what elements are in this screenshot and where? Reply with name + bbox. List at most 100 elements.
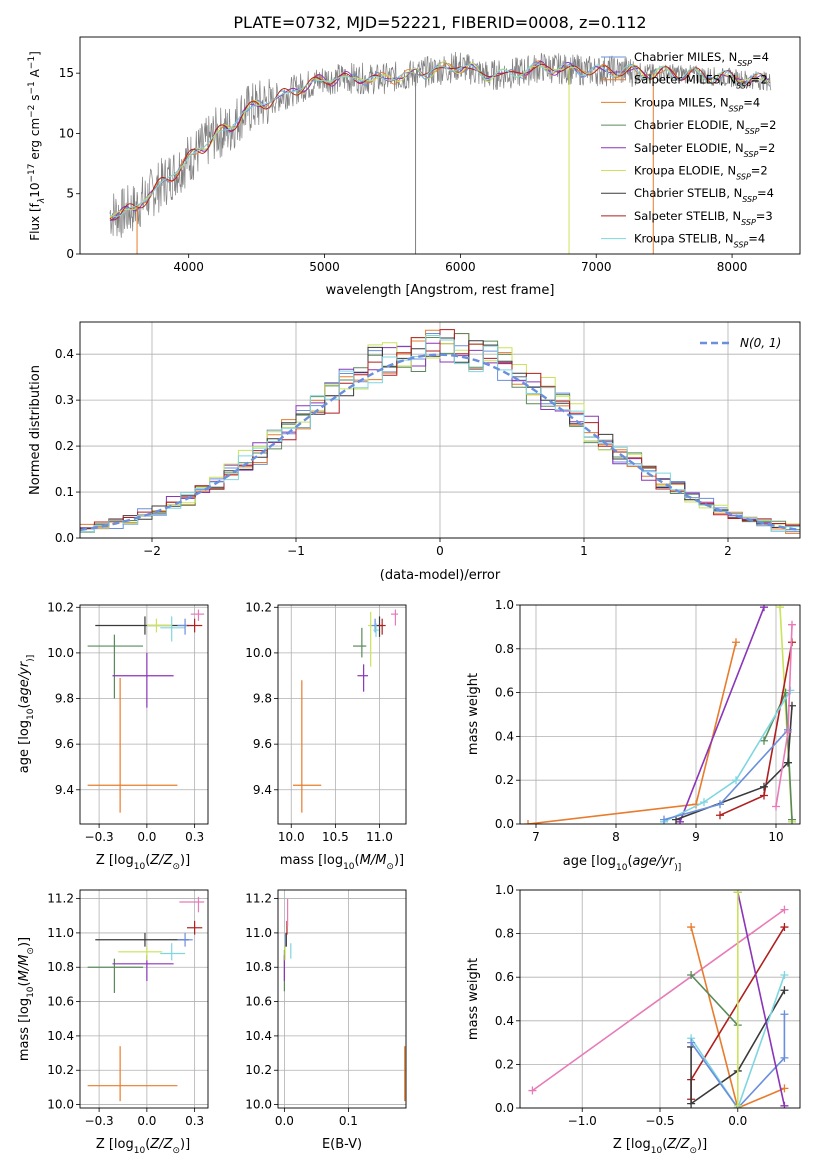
- weight_vs_age-frame: [519, 604, 801, 825]
- residuals-ylabel: Normed distribution: [28, 365, 43, 495]
- weight-vs-age-xlabel-part: )]: [674, 863, 681, 873]
- mass_vs_Z-ytick-label: 10.2: [47, 1063, 74, 1077]
- spectrum-xtick-label: 5000: [309, 260, 340, 274]
- age-vs-mass-xlabel-part: M/M: [360, 853, 387, 868]
- weight-vs-Z-xlabel: Z [log10(Z/Z⊙)]: [613, 1137, 707, 1156]
- legend-entry-label-text: Salpeter ELODIE, N: [634, 141, 744, 155]
- age_vs_Z-xtick-label: 0.0: [137, 830, 156, 844]
- mass-vs-Z-xlabel-part: )]: [180, 1137, 190, 1152]
- residuals-xtick-label: −1: [287, 544, 305, 558]
- spectrum-ylabel-part: s: [28, 95, 42, 105]
- legend-entry-label-tail: =4: [752, 50, 769, 64]
- weight_vs_Z-series-line: [531, 908, 785, 1092]
- weight-vs-age-xlabel-part: age/yr: [633, 854, 676, 869]
- weight_vs_Z-series-marker: [780, 905, 789, 914]
- weight_vs_age-plot-area: [524, 605, 796, 824]
- weight_vs_Z-frame: [519, 889, 801, 1109]
- gaussian-legend-symbol: N: [740, 336, 749, 350]
- spectrum-ylabel-part: 10: [28, 183, 42, 198]
- mass_vs_Z-ytick-label: 11.2: [47, 892, 74, 906]
- mass-vs-Z-ylabel-part: )]: [17, 937, 32, 947]
- weight_vs_Z-series-marker: [780, 1053, 789, 1062]
- legend-entry-label-sub: SSP: [742, 195, 757, 204]
- spectrum-model-line: [109, 63, 771, 221]
- mass-vs-Z-ylabel-part: (: [17, 981, 32, 986]
- weight_vs_age-series-line: [679, 606, 765, 823]
- mass_vs_Z-ytick-label: 10.4: [47, 1029, 74, 1043]
- weight-vs-age-xlabel-part: (: [627, 854, 632, 869]
- legend-entry-label-text: Kroupa ELODIE, N: [634, 164, 736, 178]
- spectrum-xtick-label: 6000: [445, 260, 476, 274]
- weight_vs_Z-series-line: [690, 926, 785, 1108]
- mass_vs_Z-ytick-label: 11.0: [47, 926, 74, 940]
- weight_vs_Z-xtick-label: −1.0: [568, 1114, 597, 1128]
- legend-entry-label-sub: SSP: [729, 104, 744, 113]
- residuals-xlabel: (data-model)/error: [380, 568, 501, 583]
- mass_vs_Z-xtick-label: −0.3: [85, 1114, 114, 1128]
- weight_vs_age-series-marker: [660, 815, 668, 824]
- legend-entry-label-sub: SSP: [741, 217, 756, 226]
- legend-entry-label-text: Kroupa MILES, N: [634, 95, 729, 109]
- legend-entry-label-sub: SSP: [736, 81, 751, 90]
- legend-entry-label-tail: =4: [757, 186, 774, 200]
- weight_vs_age-series-marker: [760, 736, 768, 745]
- age-vs-Z-ylabel-part: age [log: [17, 720, 32, 773]
- residuals-ytick-label: 0.3: [55, 393, 74, 407]
- weight_vs_Z-series-line: [690, 974, 739, 1026]
- weight-vs-Z-xlabel-part: 10: [651, 1146, 663, 1156]
- age-vs-mass-xlabel-part: mass [log: [280, 853, 343, 868]
- mass_vs_Z-ytick-label: 10.6: [47, 995, 74, 1009]
- spectrum-ylabel-part: −17: [27, 164, 37, 183]
- weight_vs_Z-series-marker: [780, 1084, 789, 1093]
- spectrum-data-line: [109, 51, 772, 238]
- legend-entry-label: Salpeter ELODIE, NSSP=2: [634, 141, 775, 159]
- legend-entry-label: Salpeter STELIB, NSSP=3: [634, 209, 773, 227]
- residuals-xtick-label: −2: [143, 544, 161, 558]
- age_vs_mass-frame: [277, 604, 407, 825]
- weight_vs_age-series-marker: [760, 782, 768, 791]
- spectrum-ytick-label: 0: [66, 247, 74, 261]
- weight_vs_Z-ytick-label: 0.2: [495, 1057, 514, 1071]
- age-vs-mass-xlabel-part: 10: [343, 862, 355, 872]
- spectrum-ylabel-part: −1: [27, 56, 37, 69]
- spectrum-ylabel-part: erg cm: [28, 118, 42, 164]
- mass-vs-Z-ylabel-part: ⊙: [26, 947, 36, 955]
- age_vs_Z-xtick-label: 0.3: [185, 830, 204, 844]
- weight_vs_age-xtick-label: 10: [768, 830, 783, 844]
- mass_vs_EBV-ytick-label: 10.4: [245, 1029, 272, 1043]
- spectrum-model-line: [109, 63, 771, 217]
- weight-vs-age-ylabel: mass weight: [466, 673, 481, 755]
- age_vs_Z-ytick-label: 9.4: [55, 783, 74, 797]
- spectrum-ylabel-part: −2: [27, 105, 37, 118]
- mass-vs-Z-xlabel-part: (: [145, 1137, 150, 1152]
- weight_vs_Z-series-marker: [733, 890, 742, 897]
- weight_vs_Z-series-marker: [687, 1038, 696, 1047]
- weight_vs_age-ytick-label: 0.2: [495, 773, 514, 787]
- spectrum-ylabel-part: Flux [f: [28, 202, 42, 240]
- mass_vs_EBV-ytick-label: 10.0: [245, 1098, 272, 1112]
- age-vs-Z-ylabel: age [log10(age/yr)]: [17, 655, 36, 773]
- legend-entry-label: Kroupa STELIB, NSSP=4: [634, 232, 765, 250]
- weight_vs_Z-series-marker: [687, 971, 696, 980]
- mass-vs-Z-ylabel: mass [log10(M/M⊙)]: [17, 937, 36, 1061]
- weight_vs_Z-ytick-label: 1.0: [495, 883, 514, 897]
- legend-entry-label: Chabrier ELODIE, NSSP=2: [634, 118, 776, 136]
- weight_vs_age-series-marker: [700, 798, 708, 807]
- weight_vs_Z-series-line: [737, 892, 786, 1106]
- age-vs-Z-xlabel: Z [log10(Z/Z⊙)]: [96, 853, 190, 872]
- weight_vs_age-ytick-label: 1.0: [495, 598, 514, 612]
- mass_vs_EBV-plot-area: [283, 898, 406, 1102]
- mass-vs-Z-ylabel-part: mass [log: [17, 998, 32, 1061]
- mass_vs_EBV-ytick-label: 10.6: [245, 995, 272, 1009]
- residuals-axes: −2 −1 0 1 2 0.0 0.1 0.2 0.3 0.4: [55, 321, 801, 558]
- weight_vs_Z-xtick-label: 0.0: [728, 1114, 747, 1128]
- legend-entry-label-tail: =4: [743, 95, 760, 109]
- weight_vs_age-ytick-label: 0.6: [495, 686, 514, 700]
- weight_vs_age-series-marker: [732, 638, 740, 647]
- weight_vs_age-xtick-label: 9: [692, 830, 700, 844]
- age-vs-Z-xlabel-part: (: [145, 853, 150, 868]
- weight_vs_age-series-marker: [732, 776, 740, 785]
- mass_vs_EBV-xtick-label: 0.0: [275, 1114, 294, 1128]
- weight_vs_age-series-marker: [788, 815, 796, 824]
